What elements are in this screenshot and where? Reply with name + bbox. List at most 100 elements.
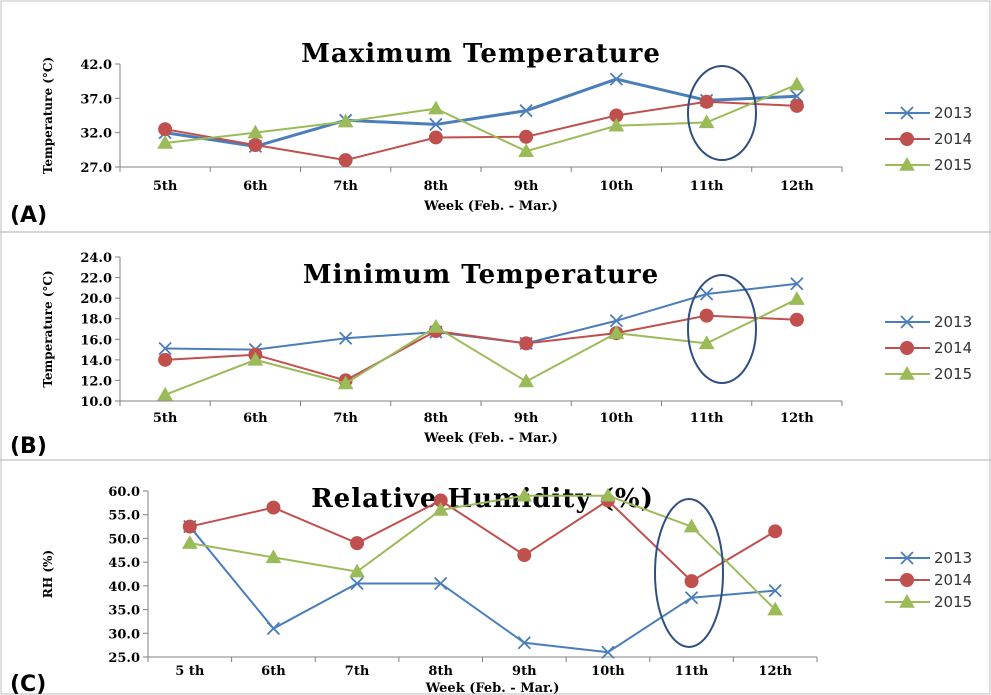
- data-point: [518, 143, 534, 157]
- y-tick-label: 25.0: [108, 651, 140, 666]
- y-tick-label: 45.0: [108, 556, 140, 571]
- data-point: [266, 500, 281, 515]
- chart-panel: Minimum Temperature 10.0 12.0 14.0 16.0 18.0 2…: [10, 251, 972, 459]
- y-tick-label: 27.0: [80, 161, 112, 176]
- series-line: [189, 525, 776, 654]
- data-point: [608, 325, 625, 339]
- y-tick-label: 37.0: [80, 92, 112, 107]
- legend-item: 2013: [885, 104, 972, 122]
- data-point: [350, 576, 364, 591]
- x-tick-label: 9th: [514, 179, 539, 194]
- data-point: [349, 563, 365, 578]
- data-point: [248, 138, 263, 153]
- data-point: [337, 375, 354, 390]
- y-tick-label: 16.0: [80, 333, 112, 348]
- data-point: [158, 341, 172, 356]
- data-point: [789, 98, 804, 113]
- y-axis-label: Temperature (°C): [41, 57, 55, 174]
- data-point: [247, 351, 264, 366]
- data-point: [266, 621, 281, 636]
- legend-label: 2013: [934, 549, 972, 567]
- data-point: [699, 308, 714, 323]
- data-point: [519, 129, 534, 144]
- data-point: [517, 548, 532, 563]
- data-point: [789, 312, 804, 327]
- legend-item: 2013: [885, 549, 972, 567]
- legend-label: 2014: [934, 130, 972, 148]
- data-point: [601, 645, 615, 659]
- data-point: [768, 583, 782, 598]
- highlight-ellipse: [687, 274, 757, 384]
- chart-panel: Relative Humidity (%)25.030.035.040.045.…: [10, 484, 972, 695]
- y-tick-label: 18.0: [80, 313, 112, 328]
- data-point: [767, 601, 784, 616]
- y-tick-label: 32.0: [80, 127, 112, 142]
- x-tick-label: 6th: [243, 411, 268, 426]
- y-tick-label: 35.0: [108, 604, 140, 619]
- legend-label: 2015: [934, 593, 972, 611]
- data-point: [699, 94, 714, 109]
- data-point: [428, 318, 444, 333]
- x-tick-label: 12th: [758, 664, 792, 679]
- y-axis-label: RH (%): [41, 550, 55, 598]
- data-point: [517, 636, 531, 650]
- data-point: [698, 114, 715, 129]
- series-2015: [157, 291, 805, 401]
- data-point: [699, 287, 714, 301]
- data-point: [265, 549, 282, 564]
- series-line: [189, 499, 776, 583]
- legend-item: 2014: [885, 571, 972, 589]
- x-tick-label: 7th: [345, 664, 370, 679]
- data-point: [609, 72, 624, 86]
- data-point: [518, 373, 534, 388]
- x-tick-label: 6th: [261, 664, 286, 679]
- legend-marker: [900, 573, 914, 587]
- series-line: [189, 494, 776, 611]
- data-point: [609, 314, 624, 328]
- data-point: [158, 122, 173, 137]
- data-point: [434, 576, 448, 591]
- x-tick-label: 12th: [780, 411, 814, 426]
- legend-item: 2014: [885, 130, 972, 148]
- data-point: [428, 130, 443, 145]
- x-axis-label: Week (Feb. - Mar.): [423, 199, 558, 214]
- data-point: [684, 574, 699, 589]
- x-tick-label: 11th: [675, 664, 709, 679]
- legend-marker: [900, 106, 914, 120]
- x-tick-label: 7th: [333, 179, 358, 194]
- series-2015: [157, 76, 805, 157]
- legend-marker: [899, 365, 915, 380]
- x-tick-label: 12th: [780, 179, 814, 194]
- x-tick-label: 5th: [153, 179, 178, 194]
- data-point: [608, 117, 625, 132]
- legend-marker: [899, 156, 915, 171]
- y-tick-label: 55.0: [108, 509, 140, 524]
- y-tick-label: 12.0: [80, 374, 112, 389]
- data-point: [338, 153, 353, 168]
- highlight-ellipse: [654, 498, 724, 648]
- data-point: [157, 386, 173, 401]
- y-tick-label: 14.0: [80, 354, 112, 369]
- data-point: [432, 501, 449, 516]
- data-point: [516, 487, 533, 502]
- data-point: [247, 124, 264, 139]
- legend-item: 2015: [885, 156, 972, 174]
- legend-item: 2015: [885, 365, 972, 383]
- y-tick-label: 40.0: [108, 580, 140, 595]
- legend-marker: [900, 341, 914, 355]
- data-point: [337, 113, 354, 128]
- x-tick-label: 8th: [424, 179, 449, 194]
- data-point: [350, 536, 365, 551]
- data-point: [338, 331, 353, 345]
- chart-panel: Maximum Temperature 27.0 32.0 37.0 42.0 5th 6t…: [10, 39, 972, 228]
- legend-marker: [900, 132, 914, 146]
- legend-label: 2015: [934, 365, 972, 383]
- y-tick-label: 24.0: [80, 251, 112, 266]
- highlight-ellipse: [687, 65, 757, 161]
- data-point: [698, 335, 715, 350]
- series-2013: [183, 519, 782, 659]
- legend-marker: [899, 593, 915, 608]
- chart-title: Minimum Temperature: [303, 260, 659, 290]
- panel-letter: (B): [10, 434, 47, 459]
